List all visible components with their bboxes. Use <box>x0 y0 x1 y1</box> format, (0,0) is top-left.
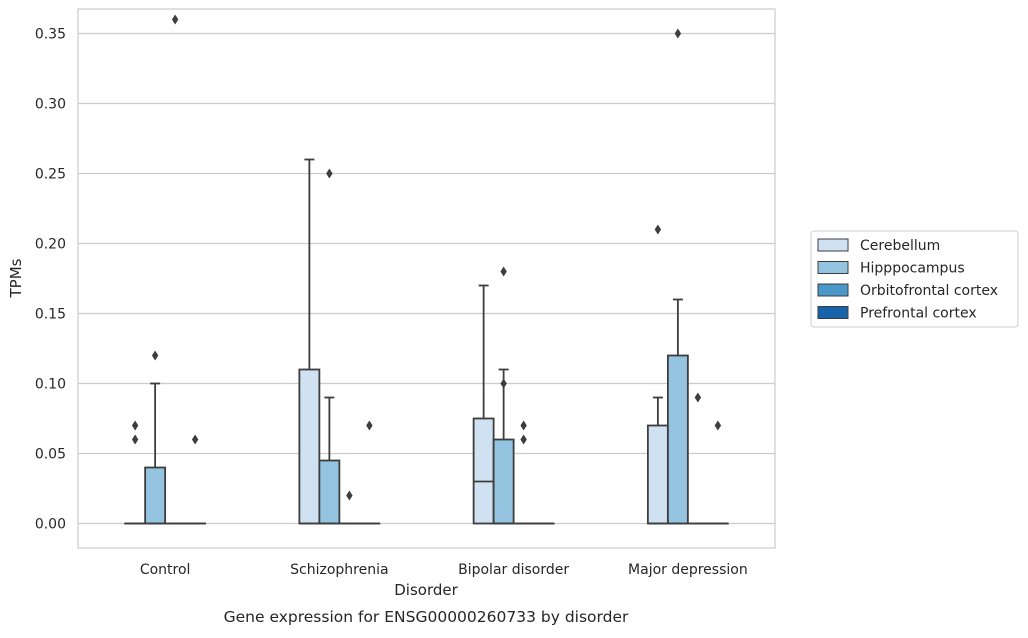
x-tick-label: Major depression <box>628 562 748 578</box>
x-axis-label: Disorder <box>394 581 458 599</box>
legend-label: Cerebellum <box>860 238 940 254</box>
y-tick-label: 0.25 <box>35 167 66 183</box>
y-axis-label: TPMs <box>7 258 25 298</box>
legend-label: Prefrontal cortex <box>860 306 977 322</box>
x-tick-label: Bipolar disorder <box>458 562 569 578</box>
y-tick-label: 0.00 <box>35 517 66 533</box>
legend-swatch <box>818 239 848 251</box>
box <box>299 370 319 524</box>
y-tick-label: 0.15 <box>35 307 66 323</box>
x-tick-labels: Control Schizophrenia Bipolar disorder Majo… <box>140 562 748 578</box>
legend-swatch <box>818 307 848 319</box>
y-tick-label: 0.05 <box>35 447 66 463</box>
x-tick-label: Schizophrenia <box>290 562 388 578</box>
y-tick-label: 0.30 <box>35 97 66 113</box>
y-tick-label: 0.10 <box>35 377 66 393</box>
legend-label: Orbitofrontal cortex <box>860 283 998 299</box>
box <box>668 356 688 524</box>
legend-swatch <box>818 284 848 296</box>
box <box>648 426 668 524</box>
y-tick-label: 0.20 <box>35 237 66 253</box>
box <box>319 461 339 524</box>
box <box>145 468 165 524</box>
x-tick-label: Control <box>140 562 191 578</box>
box <box>474 419 494 524</box>
legend-label: Hipppocampus <box>860 261 965 277</box>
legend: Cerebellum Hipppocampus Orbitofrontal cort… <box>811 231 1018 327</box>
legend-swatch <box>818 262 848 274</box>
y-tick-labels: 0.00 0.05 0.10 0.15 0.20 0.25 0.30 0.35 <box>35 27 66 533</box>
y-tick-label: 0.35 <box>35 27 66 43</box>
box <box>494 440 514 524</box>
chart-caption: Gene expression for ENSG00000260733 by d… <box>224 608 629 626</box>
